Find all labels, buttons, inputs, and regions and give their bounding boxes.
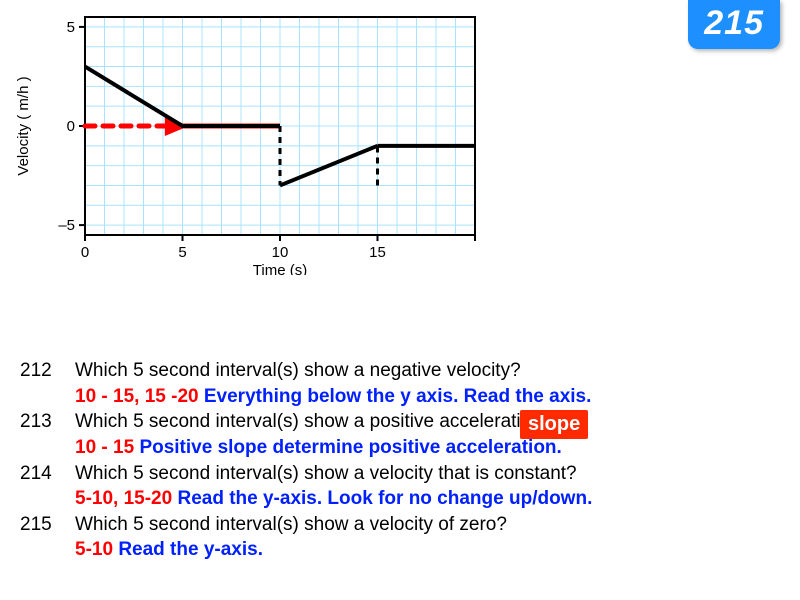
question-row: 212Which 5 second interval(s) show a neg… [20, 358, 780, 384]
answer-explanation: Read the y-axis. Look for no change up/d… [177, 488, 592, 509]
svg-text:5: 5 [178, 244, 186, 261]
question-row: 215Which 5 second interval(s) show a vel… [20, 512, 780, 538]
answer-interval: 5-10, 15-20 [75, 488, 177, 509]
question-number: 215 [20, 512, 75, 538]
svg-text:5: 5 [67, 19, 75, 36]
page-number-badge: 215 [688, 0, 780, 49]
svg-text:0: 0 [81, 244, 89, 261]
question-text: Which 5 second interval(s) show a veloci… [75, 512, 507, 538]
svg-text:10: 10 [272, 244, 289, 261]
answer-row: 10 - 15 Positive slope determine positiv… [20, 435, 780, 461]
answer-row: 10 - 15, 15 -20 Everything below the y a… [20, 384, 780, 410]
question-number: 214 [20, 461, 75, 487]
answer-interval: 10 - 15, 15 -20 [75, 386, 204, 407]
svg-text:–5: –5 [58, 217, 75, 234]
svg-text:0: 0 [67, 118, 75, 135]
question-row: 213Which 5 second interval(s) show a pos… [20, 409, 780, 435]
question-list: 212Which 5 second interval(s) show a neg… [20, 358, 780, 563]
question-text: Which 5 second interval(s) show a positi… [75, 409, 552, 435]
answer-interval: 10 - 15 [75, 437, 139, 458]
answer-interval: 5-10 [75, 539, 118, 560]
answer-explanation: Everything below the y axis. Read the ax… [204, 386, 592, 407]
question-number: 213 [20, 409, 75, 435]
answer-row: 5-10 Read the y-axis. [20, 537, 780, 563]
question-row: 214Which 5 second interval(s) show a vel… [20, 461, 780, 487]
answer-explanation: Read the y-axis. [118, 539, 263, 560]
svg-text:Time (s): Time (s) [253, 262, 307, 275]
question-text: Which 5 second interval(s) show a negati… [75, 358, 521, 384]
svg-text:Velocity ( m/h ): Velocity ( m/h ) [15, 76, 32, 175]
slope-callout: slope [520, 410, 588, 439]
velocity-chart: 0 5 10 15 –5 0 5 Time (s) Velocity ( m/h ) [10, 5, 490, 280]
svg-text:15: 15 [369, 244, 386, 261]
answer-explanation: Positive slope determine positive accele… [139, 437, 561, 458]
answer-row: 5-10, 15-20 Read the y-axis. Look for no… [20, 486, 780, 512]
question-number: 212 [20, 358, 75, 384]
question-text: Which 5 second interval(s) show a veloci… [75, 461, 577, 487]
